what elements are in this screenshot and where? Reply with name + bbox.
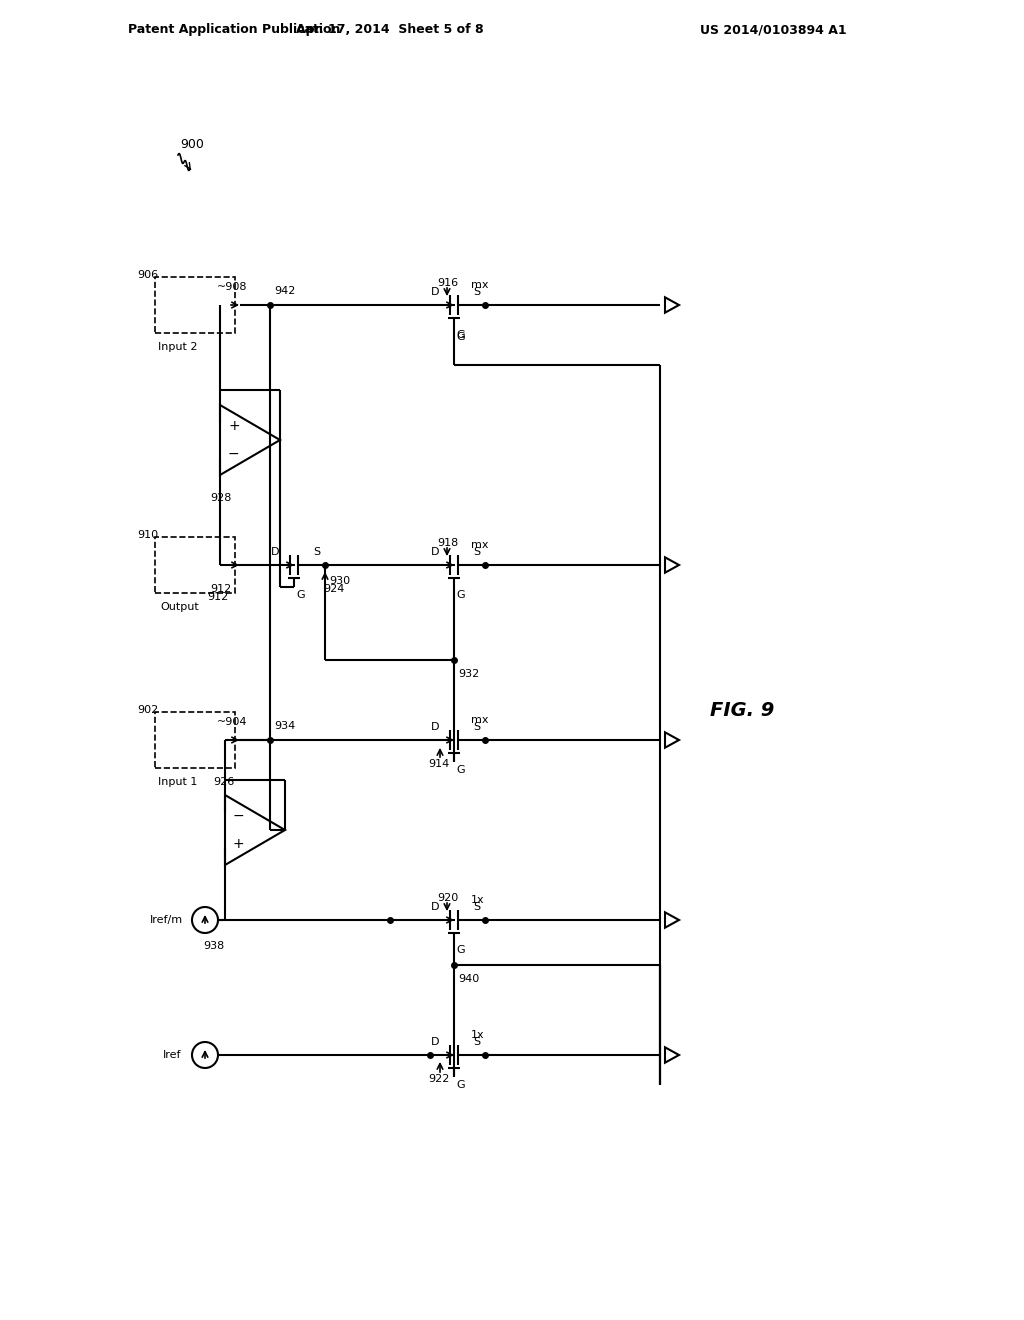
Text: 1x: 1x xyxy=(471,895,484,906)
Text: D: D xyxy=(431,546,439,557)
Text: ~908: ~908 xyxy=(217,282,248,292)
Text: 934: 934 xyxy=(274,721,295,731)
Text: Input 1: Input 1 xyxy=(158,777,198,787)
Text: S: S xyxy=(473,286,480,297)
Text: 902: 902 xyxy=(137,705,159,715)
Text: 910: 910 xyxy=(137,531,158,540)
Text: D: D xyxy=(271,546,280,557)
Bar xyxy=(155,277,234,333)
Text: D: D xyxy=(431,1038,439,1047)
Text: +: + xyxy=(233,837,245,851)
Text: 924: 924 xyxy=(323,583,344,594)
Text: S: S xyxy=(473,1038,480,1047)
Text: Patent Application Publication: Patent Application Publication xyxy=(128,24,340,37)
Text: 1x: 1x xyxy=(471,1030,484,1040)
Text: 928: 928 xyxy=(210,492,231,503)
Text: 920: 920 xyxy=(437,894,459,903)
Text: S: S xyxy=(473,902,480,912)
Text: Iref/m: Iref/m xyxy=(150,915,183,925)
Text: 922: 922 xyxy=(428,1074,450,1084)
Text: mx: mx xyxy=(471,540,488,550)
Text: −: − xyxy=(228,447,240,461)
Bar xyxy=(155,711,234,768)
Text: D: D xyxy=(431,286,439,297)
Text: G: G xyxy=(456,766,465,775)
Text: 916: 916 xyxy=(437,279,458,288)
Text: 914: 914 xyxy=(428,759,450,770)
Text: G: G xyxy=(456,330,465,341)
Text: S: S xyxy=(473,546,480,557)
Text: Input 2: Input 2 xyxy=(158,342,198,352)
Text: G: G xyxy=(456,333,465,342)
Text: 912: 912 xyxy=(207,591,228,602)
Text: 906: 906 xyxy=(137,271,158,280)
Text: 918: 918 xyxy=(437,539,459,548)
Text: mx: mx xyxy=(471,280,488,290)
Text: FIG. 9: FIG. 9 xyxy=(710,701,774,719)
Text: G: G xyxy=(296,590,304,601)
Text: D: D xyxy=(431,722,439,733)
Text: Apr. 17, 2014  Sheet 5 of 8: Apr. 17, 2014 Sheet 5 of 8 xyxy=(296,24,483,37)
Text: +: + xyxy=(228,418,240,433)
Text: G: G xyxy=(456,945,465,954)
Text: US 2014/0103894 A1: US 2014/0103894 A1 xyxy=(700,24,847,37)
Text: 938: 938 xyxy=(203,941,224,950)
Text: −: − xyxy=(233,809,245,822)
Text: 940: 940 xyxy=(458,974,479,983)
Text: 900: 900 xyxy=(180,139,204,152)
Text: G: G xyxy=(456,1080,465,1090)
Text: 912: 912 xyxy=(210,583,231,594)
Text: 932: 932 xyxy=(458,669,479,678)
Text: 942: 942 xyxy=(274,286,295,296)
Text: S: S xyxy=(473,722,480,733)
Text: 926: 926 xyxy=(213,777,234,787)
Text: Iref: Iref xyxy=(163,1049,181,1060)
Text: S: S xyxy=(313,546,321,557)
Text: 930: 930 xyxy=(329,576,350,586)
Bar xyxy=(155,537,234,593)
Text: mx: mx xyxy=(471,715,488,725)
Text: D: D xyxy=(431,902,439,912)
Text: G: G xyxy=(456,590,465,601)
Text: ~904: ~904 xyxy=(217,717,248,727)
Text: Output: Output xyxy=(160,602,199,612)
